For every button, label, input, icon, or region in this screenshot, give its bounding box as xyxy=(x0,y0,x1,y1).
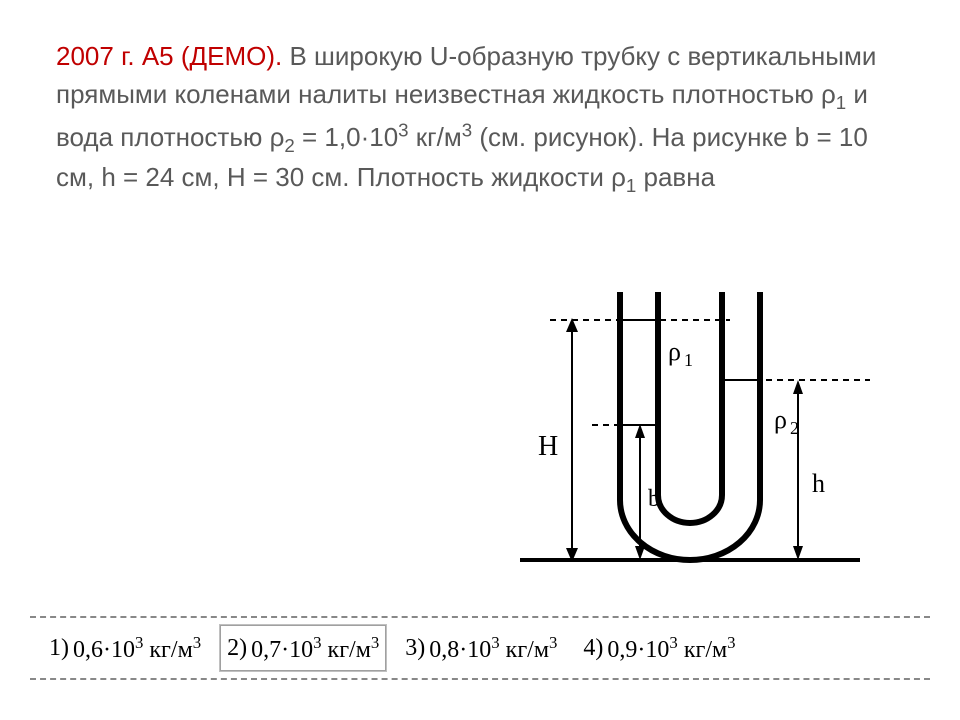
label-H: H xyxy=(538,431,558,462)
label-rho1-sub: 1 xyxy=(684,350,693,370)
label-h: h xyxy=(812,469,825,498)
label-rho2: ρ xyxy=(774,405,787,434)
answer-option-1[interactable]: 1) 0,6·103 кг/м3 xyxy=(42,625,208,671)
answer-value: 0,6·103 кг/м3 xyxy=(73,633,201,664)
answer-row: 1) 0,6·103 кг/м3 2) 0,7·103 кг/м3 3) 0,8… xyxy=(30,616,930,680)
answer-options: 1) 0,6·103 кг/м3 2) 0,7·103 кг/м3 3) 0,8… xyxy=(30,616,930,680)
problem-lead: 2007 г. А5 (ДЕМО). xyxy=(56,41,282,71)
answer-value: 0,7·103 кг/м3 xyxy=(251,633,379,664)
slide: 2007 г. А5 (ДЕМО). В широкую U-образную … xyxy=(0,0,960,720)
answer-option-4[interactable]: 4) 0,9·103 кг/м3 xyxy=(576,625,742,671)
answer-num: 2) xyxy=(227,635,247,662)
problem-text: 2007 г. А5 (ДЕМО). В широкую U-образную … xyxy=(56,38,912,199)
answer-num: 1) xyxy=(49,635,69,662)
u-tube-diagram: H b h ρ 1 ρ 2 xyxy=(480,270,880,580)
answer-option-3[interactable]: 3) 0,8·103 кг/м3 xyxy=(398,625,564,671)
label-rho2-sub: 2 xyxy=(790,418,799,438)
label-b: b xyxy=(648,486,660,512)
answer-value: 0,8·103 кг/м3 xyxy=(429,633,557,664)
answer-num: 4) xyxy=(583,635,603,662)
answer-option-2[interactable]: 2) 0,7·103 кг/м3 xyxy=(220,625,386,671)
label-rho1: ρ xyxy=(668,337,681,366)
answer-num: 3) xyxy=(405,635,425,662)
answer-value: 0,9·103 кг/м3 xyxy=(607,633,735,664)
